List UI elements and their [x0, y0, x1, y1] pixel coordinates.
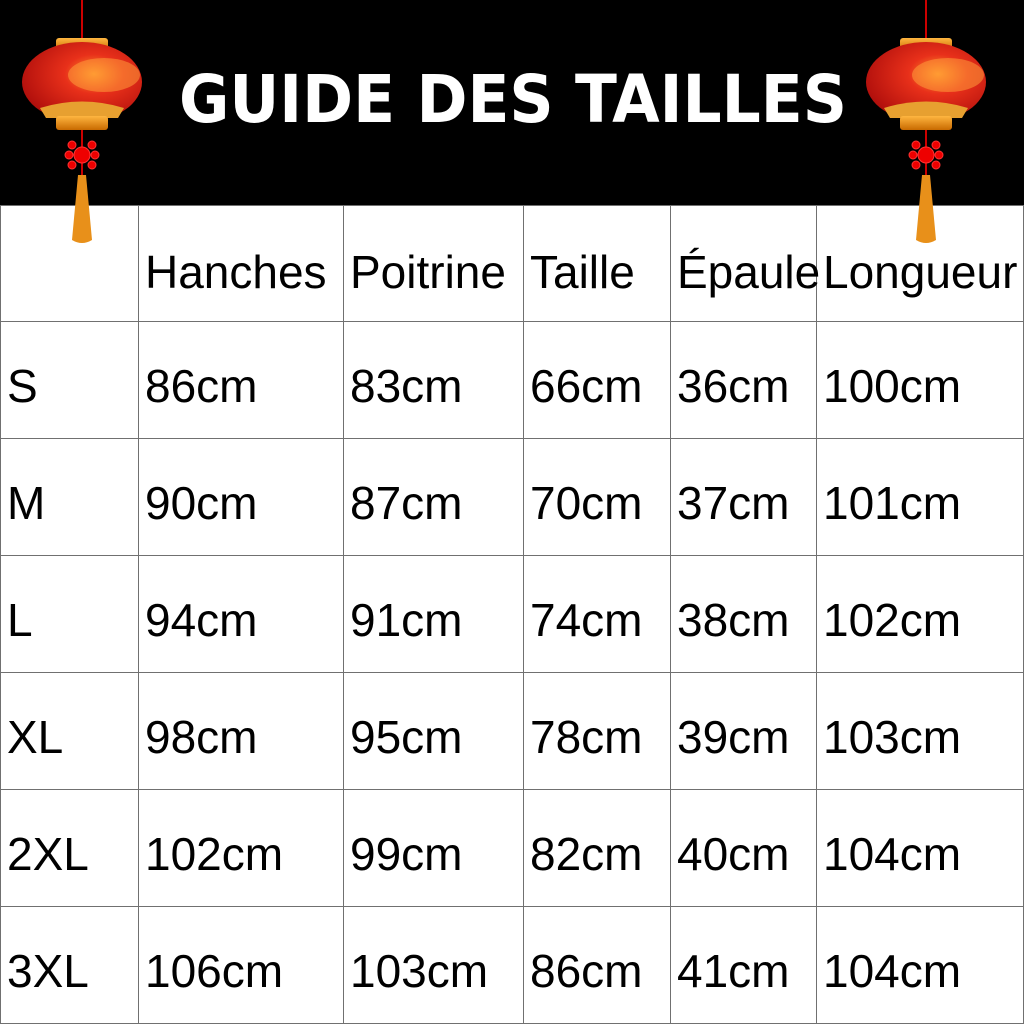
column-header: Taille — [523, 205, 671, 322]
column-header: Poitrine — [343, 205, 524, 322]
cell-value: 38cm — [677, 594, 790, 646]
table-cell: 40cm — [670, 789, 817, 907]
table-cell: 82cm — [523, 789, 671, 907]
table-cell: 66cm — [523, 321, 671, 439]
cell-value: 103cm — [350, 945, 489, 997]
cell-value: 74cm — [530, 594, 643, 646]
table-cell: S — [0, 321, 139, 439]
table-cell: 95cm — [343, 672, 524, 790]
cell-value: 40cm — [677, 828, 790, 880]
cell-value: 95cm — [350, 711, 463, 763]
column-header-label: Poitrine — [350, 245, 506, 298]
cell-value: 104cm — [823, 945, 962, 997]
table-cell: 104cm — [816, 789, 1024, 907]
table-cell: 74cm — [523, 555, 671, 673]
table-cell: L — [0, 555, 139, 673]
table-cell: 98cm — [138, 672, 344, 790]
table-cell: 106cm — [138, 906, 344, 1024]
table-cell: XL — [0, 672, 139, 790]
cell-value: L — [7, 594, 33, 646]
cell-value: 102cm — [145, 828, 284, 880]
cell-value: 70cm — [530, 477, 643, 529]
table-cell: 36cm — [670, 321, 817, 439]
cell-value: 36cm — [677, 360, 790, 412]
table-cell: 101cm — [816, 438, 1024, 556]
cell-value: 86cm — [145, 360, 258, 412]
table-cell: 104cm — [816, 906, 1024, 1024]
cell-value: S — [7, 360, 38, 412]
cell-value: 2XL — [7, 828, 89, 880]
cell-value: 104cm — [823, 828, 962, 880]
cell-value: 106cm — [145, 945, 284, 997]
cell-value: 91cm — [350, 594, 463, 646]
table-cell: 83cm — [343, 321, 524, 439]
cell-value: 90cm — [145, 477, 258, 529]
table-row: M 90cm 87cm 70cm 37cm 101cm — [0, 438, 1024, 556]
cell-value: 100cm — [823, 360, 962, 412]
table-cell: 94cm — [138, 555, 344, 673]
table-cell: 70cm — [523, 438, 671, 556]
cell-value: 41cm — [677, 945, 790, 997]
cell-value: 83cm — [350, 360, 463, 412]
title-graphic: GUIDE DES TAILLES — [179, 61, 847, 138]
chinese-lantern-icon — [0, 0, 180, 250]
size-chart-table: Hanches Poitrine Taille Épaule Longueur S 86cm… — [0, 205, 1024, 1024]
cell-value: 101cm — [823, 477, 962, 529]
table-cell: 38cm — [670, 555, 817, 673]
cell-value: XL — [7, 711, 64, 763]
table-cell: 39cm — [670, 672, 817, 790]
table-cell: 87cm — [343, 438, 524, 556]
column-header: Épaule — [670, 205, 821, 322]
table-cell: 2XL — [0, 789, 139, 907]
table-cell: 86cm — [138, 321, 344, 439]
table-row: 3XL 106cm 103cm 86cm 41cm 104cm — [0, 906, 1024, 1024]
table-row: XL 98cm 95cm 78cm 39cm 103cm — [0, 672, 1024, 790]
table-cell: 103cm — [343, 906, 524, 1024]
cell-value: 99cm — [350, 828, 463, 880]
column-header-label: Épaule — [677, 245, 821, 298]
cell-value: 39cm — [677, 711, 790, 763]
table-cell: 102cm — [816, 555, 1024, 673]
table-cell: 90cm — [138, 438, 344, 556]
column-header-label: Hanches — [145, 245, 327, 298]
header-row: Hanches Poitrine Taille Épaule Longueur — [0, 205, 1024, 322]
cell-value: 98cm — [145, 711, 258, 763]
cell-value: 3XL — [7, 945, 89, 997]
table-cell: 100cm — [816, 321, 1024, 439]
table-row: S 86cm 83cm 66cm 36cm 100cm — [0, 321, 1024, 439]
table-cell: 3XL — [0, 906, 139, 1024]
cell-value: 86cm — [530, 945, 643, 997]
cell-value: M — [7, 477, 46, 529]
cell-value: 82cm — [530, 828, 643, 880]
table-row: 2XL 102cm 99cm 82cm 40cm 104cm — [0, 789, 1024, 907]
page-title: GUIDE DES TAILLES — [179, 61, 847, 138]
cell-value: 103cm — [823, 711, 962, 763]
table-row: L 94cm 91cm 74cm 38cm 102cm — [0, 555, 1024, 673]
table-cell: 86cm — [523, 906, 671, 1024]
header-banner: GUIDE DES TAILLES — [0, 0, 1024, 205]
cell-value: 102cm — [823, 594, 962, 646]
table-cell: 91cm — [343, 555, 524, 673]
table-cell: 78cm — [523, 672, 671, 790]
column-header-label: Taille — [530, 245, 635, 298]
column-header-label: Longueur — [823, 245, 1018, 298]
table-cell: 102cm — [138, 789, 344, 907]
cell-value: 87cm — [350, 477, 463, 529]
table-cell: 41cm — [670, 906, 817, 1024]
table-cell: 99cm — [343, 789, 524, 907]
table-cell: M — [0, 438, 139, 556]
chinese-lantern-icon — [844, 0, 1024, 250]
cell-value: 94cm — [145, 594, 258, 646]
table-cell: 37cm — [670, 438, 817, 556]
cell-value: 66cm — [530, 360, 643, 412]
column-header — [0, 205, 139, 322]
cell-value: 37cm — [677, 477, 790, 529]
table-cell: 103cm — [816, 672, 1024, 790]
cell-value: 78cm — [530, 711, 643, 763]
